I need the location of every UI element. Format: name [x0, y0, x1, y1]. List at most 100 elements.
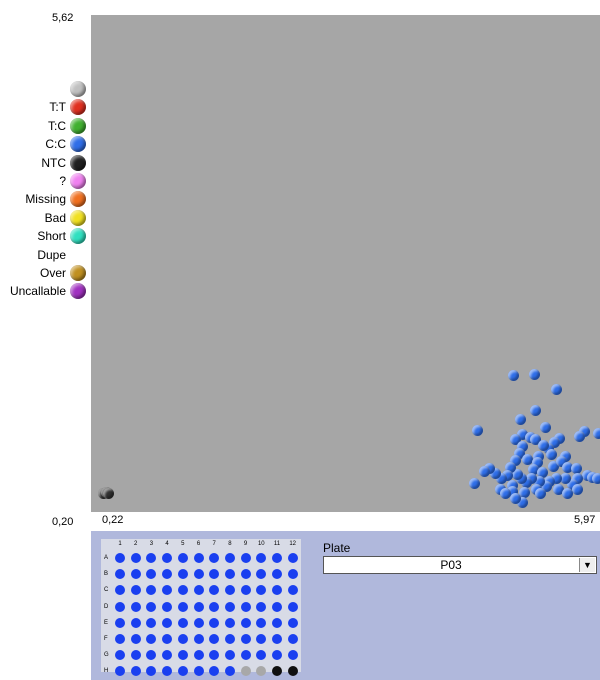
- plate-well[interactable]: [272, 650, 282, 661]
- plate-well[interactable]: [115, 634, 125, 644]
- plate-well[interactable]: [146, 553, 157, 563]
- plate-well[interactable]: [130, 617, 141, 628]
- plate-well[interactable]: [224, 585, 235, 596]
- data-point[interactable]: [559, 473, 571, 485]
- plate-well[interactable]: [115, 553, 125, 563]
- plate-well[interactable]: [287, 553, 298, 563]
- data-point[interactable]: [572, 473, 584, 485]
- data-point[interactable]: [531, 456, 543, 468]
- data-point[interactable]: [532, 450, 544, 462]
- plate-well[interactable]: [115, 666, 125, 677]
- plate-well[interactable]: [240, 666, 251, 677]
- plate-well[interactable]: [256, 585, 267, 596]
- plate-well[interactable]: [130, 585, 141, 596]
- plate-well[interactable]: [130, 634, 141, 644]
- plate-well[interactable]: [224, 617, 235, 628]
- plate-well[interactable]: [287, 569, 298, 580]
- data-point[interactable]: [517, 428, 529, 440]
- plate-well[interactable]: [224, 569, 235, 580]
- chevron-down-icon[interactable]: ▼: [579, 558, 595, 572]
- plate-well[interactable]: [240, 617, 251, 628]
- plate-well[interactable]: [224, 634, 235, 644]
- data-point[interactable]: [578, 425, 590, 437]
- plate-well[interactable]: [146, 666, 157, 677]
- plate-well[interactable]: [256, 666, 267, 677]
- data-point[interactable]: [507, 369, 519, 381]
- plate-well[interactable]: [115, 617, 125, 628]
- data-point[interactable]: [552, 483, 564, 495]
- plate-well[interactable]: [256, 617, 267, 628]
- plate-well[interactable]: [177, 601, 188, 612]
- plate-well[interactable]: [209, 666, 220, 677]
- data-point[interactable]: [551, 472, 563, 484]
- plate-well[interactable]: [162, 601, 173, 612]
- data-point[interactable]: [472, 424, 484, 436]
- plate-well[interactable]: [240, 650, 251, 661]
- plate-well[interactable]: [162, 650, 173, 661]
- data-point[interactable]: [521, 477, 533, 489]
- data-point[interactable]: [519, 487, 531, 499]
- plate-well[interactable]: [193, 666, 204, 677]
- plate-well[interactable]: [146, 634, 157, 644]
- data-point[interactable]: [570, 463, 582, 475]
- plate-well[interactable]: [287, 666, 298, 677]
- plate-well[interactable]: [193, 617, 204, 628]
- plate-well[interactable]: [177, 666, 188, 677]
- data-point[interactable]: [513, 447, 525, 459]
- plate-well[interactable]: [146, 569, 157, 580]
- plate-well[interactable]: [287, 634, 298, 644]
- plate-well[interactable]: [272, 553, 282, 563]
- plate-well[interactable]: [177, 650, 188, 661]
- plate-well[interactable]: [224, 553, 235, 563]
- plate-well[interactable]: [177, 634, 188, 644]
- plate-well[interactable]: [115, 601, 125, 612]
- plate-well[interactable]: [256, 553, 267, 563]
- plate-well[interactable]: [146, 601, 157, 612]
- plate-well[interactable]: [130, 553, 141, 563]
- plate-map[interactable]: 1 2 3 4 5 6 7 8 9 10 11 12 A B C D E F G H: [101, 539, 301, 677]
- data-point[interactable]: [561, 462, 573, 474]
- data-point[interactable]: [512, 468, 524, 480]
- plate-well[interactable]: [162, 553, 173, 563]
- plate-well[interactable]: [209, 634, 220, 644]
- plate-well[interactable]: [146, 585, 157, 596]
- data-point[interactable]: [496, 473, 508, 485]
- data-point[interactable]: [545, 448, 557, 460]
- plate-well[interactable]: [256, 650, 267, 661]
- plate-well[interactable]: [162, 585, 173, 596]
- plate-well[interactable]: [256, 569, 267, 580]
- plate-well[interactable]: [130, 601, 141, 612]
- plate-well[interactable]: [162, 634, 173, 644]
- plate-well[interactable]: [272, 585, 282, 596]
- data-point[interactable]: [506, 486, 518, 498]
- plate-well[interactable]: [162, 666, 173, 677]
- plate-dropdown[interactable]: P03 ▼: [323, 556, 597, 574]
- plate-well[interactable]: [209, 569, 220, 580]
- plate-well[interactable]: [177, 585, 188, 596]
- plate-well[interactable]: [162, 569, 173, 580]
- plate-well[interactable]: [209, 601, 220, 612]
- data-point[interactable]: [548, 460, 560, 472]
- plate-well[interactable]: [209, 650, 220, 661]
- plate-well[interactable]: [287, 601, 298, 612]
- data-point[interactable]: [555, 456, 567, 468]
- data-point[interactable]: [528, 368, 540, 380]
- data-point[interactable]: [561, 488, 573, 500]
- plate-well[interactable]: [209, 617, 220, 628]
- data-point[interactable]: [510, 434, 522, 446]
- plate-well[interactable]: [146, 650, 157, 661]
- data-point[interactable]: [478, 466, 490, 478]
- plate-well[interactable]: [146, 617, 157, 628]
- data-point[interactable]: [510, 492, 522, 504]
- plate-well[interactable]: [272, 617, 282, 628]
- plate-well[interactable]: [272, 569, 282, 580]
- data-point[interactable]: [537, 440, 549, 452]
- data-point[interactable]: [103, 488, 115, 500]
- data-point[interactable]: [567, 478, 579, 490]
- data-point[interactable]: [509, 455, 521, 467]
- plate-well[interactable]: [256, 601, 267, 612]
- plate-well[interactable]: [177, 569, 188, 580]
- data-point[interactable]: [540, 480, 552, 492]
- data-point[interactable]: [592, 427, 600, 439]
- plate-well[interactable]: [193, 650, 204, 661]
